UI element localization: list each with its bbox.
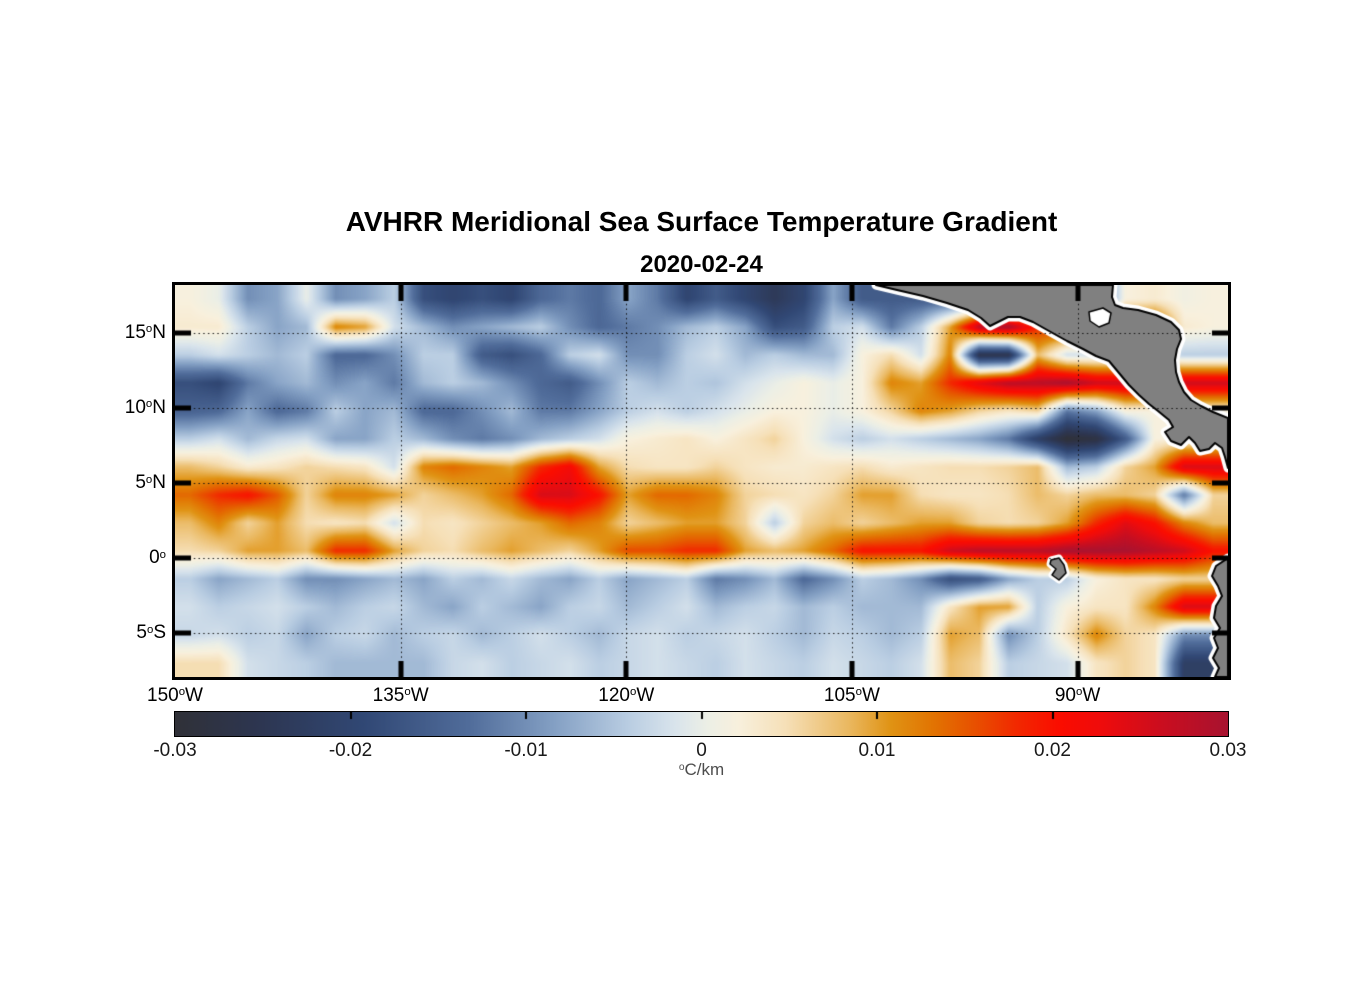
x-tick-label: 150oW [147,685,203,706]
degree-symbol: o [678,761,685,773]
y-tick-label: 5oN [135,472,166,494]
y-tick-label: 0o [149,547,166,569]
degree-symbol: o [159,548,166,561]
map-plot-area [172,282,1231,680]
degree-symbol: o [404,686,411,699]
degree-symbol: o [178,686,186,699]
degree-symbol: o [145,323,153,336]
degree-symbol: o [145,398,153,411]
y-tick-label: 10oN [124,397,166,419]
colorbar-tick-label: 0.01 [858,740,896,761]
degree-symbol: o [1075,686,1083,699]
sst-gradient-heatmap-canvas [175,285,1228,677]
y-tick-label: 5oS [136,622,166,644]
colorbar [174,711,1229,737]
colorbar-gradient-canvas [175,712,1228,736]
x-tick-label: 105oW [823,685,880,706]
degree-symbol: o [146,623,154,636]
x-tick-label: 90oW [1054,685,1101,706]
colorbar-tick-label: 0 [696,740,707,761]
colorbar-tick-label: -0.02 [328,740,373,761]
y-tick-label: 15oN [124,322,166,344]
colorbar-unit-label: oC/km [678,760,725,779]
colorbar-tick-label: -0.01 [504,740,548,761]
chart-date-subtitle: 2020-02-24 [640,251,763,278]
x-tick-label: 120oW [598,685,655,706]
colorbar-tick-label: 0.03 [1209,740,1247,761]
degree-symbol: o [145,473,153,486]
degree-symbol: o [629,686,637,699]
colorbar-tick-label: 0.02 [1034,740,1071,761]
chart-title: AVHRR Meridional Sea Surface Temperature… [345,206,1058,237]
degree-symbol: o [855,686,862,699]
x-tick-label: 135oW [372,685,429,706]
colorbar-tick-label: -0.03 [153,740,197,761]
